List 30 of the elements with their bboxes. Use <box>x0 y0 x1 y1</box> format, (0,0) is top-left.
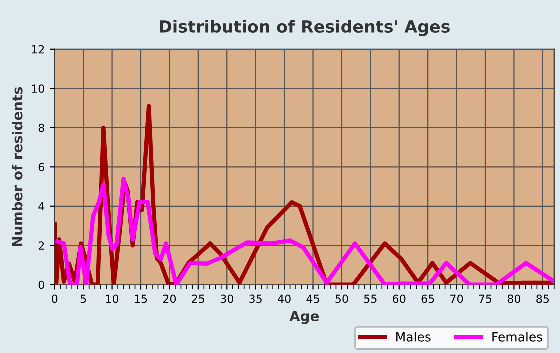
x-tick-label: 15 <box>135 294 148 304</box>
x-tick-label: 40 <box>278 294 291 304</box>
x-tick-label: 55 <box>364 294 377 304</box>
y-tick-label: 6 <box>38 163 44 172</box>
x-tick-label: 35 <box>250 294 262 304</box>
x-tick-label: 80 <box>508 294 521 304</box>
x-tick-label: 75 <box>479 294 492 304</box>
y-tick-label: 8 <box>38 124 44 132</box>
y-tick-label: 12 <box>32 45 44 54</box>
x-tick-label: 0 <box>52 294 58 304</box>
x-axis-title: Age <box>290 311 320 324</box>
y-tick-label: 10 <box>32 84 44 94</box>
x-tick-label: 5 <box>80 294 86 304</box>
x-tick-label: 70 <box>450 294 464 304</box>
x-tick-label: 45 <box>306 294 320 304</box>
x-tick-label: 25 <box>192 294 205 304</box>
y-tick-label: 2 <box>38 242 44 250</box>
y-tick-label: 0 <box>38 280 44 290</box>
x-tick-label: 60 <box>393 294 406 304</box>
x-tick-label: 85 <box>536 294 550 304</box>
x-tick-label: 20 <box>163 294 176 304</box>
x-tick-label: 10 <box>106 294 119 304</box>
y-axis-title: Number of residents <box>12 87 23 246</box>
chart-title: Distribution of Residents' Ages <box>160 20 450 36</box>
y-tick-label: 4 <box>38 202 45 211</box>
x-tick-label: 30 <box>220 294 234 304</box>
legend-label: Females <box>492 332 543 342</box>
legend-label: Males <box>396 332 431 342</box>
x-tick-label: 50 <box>336 294 348 304</box>
x-tick-label: 65 <box>422 294 434 304</box>
